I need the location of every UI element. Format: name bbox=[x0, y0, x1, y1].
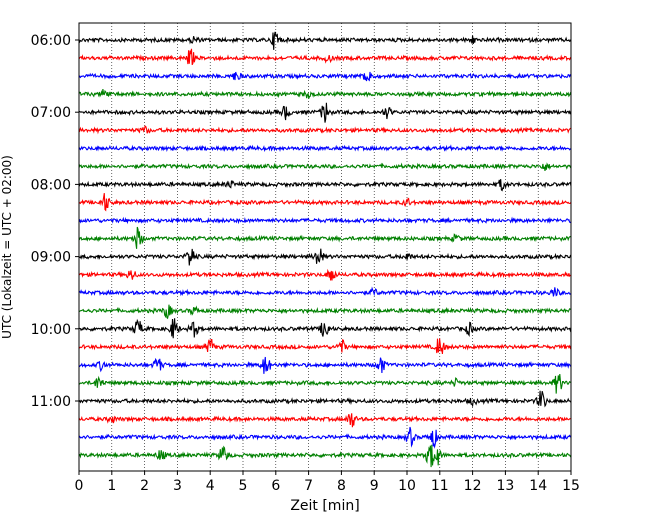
y-tick-label: 10:00 bbox=[31, 322, 71, 338]
traces bbox=[78, 31, 572, 468]
trace-11:00 bbox=[78, 390, 572, 408]
y-axis: 06:00 07:00 08:00 09:00 10:00 11:00 bbox=[31, 33, 79, 410]
y-axis-label: UTC (Lokalzeit = UTC + 02:00) bbox=[0, 155, 14, 339]
trace-10:45 bbox=[78, 374, 572, 394]
x-tick-label: 3 bbox=[173, 478, 182, 494]
trace-07:15 bbox=[78, 125, 572, 135]
trace-06:15 bbox=[78, 48, 572, 66]
x-tick-label: 8 bbox=[337, 478, 346, 494]
x-tick-label: 0 bbox=[75, 478, 84, 494]
x-axis-label: Zeit [min] bbox=[290, 498, 359, 514]
x-tick-label: 7 bbox=[304, 478, 313, 494]
x-axis: 0 1 2 3 4 5 6 7 8 9 10 11 12 13 14 15 bbox=[75, 471, 580, 494]
trace-08:00 bbox=[78, 179, 572, 192]
trace-08:45 bbox=[78, 226, 572, 249]
x-tick-label: 14 bbox=[529, 478, 547, 494]
trace-07:30 bbox=[78, 144, 572, 153]
trace-10:15 bbox=[78, 338, 572, 355]
x-tick-label: 15 bbox=[562, 478, 580, 494]
trace-07:45 bbox=[78, 162, 572, 171]
trace-10:00 bbox=[78, 318, 572, 339]
trace-09:15 bbox=[78, 268, 572, 281]
trace-06:00 bbox=[78, 31, 572, 50]
x-tick-label: 5 bbox=[239, 478, 248, 494]
x-tick-label: 13 bbox=[496, 478, 514, 494]
x-tick-label: 1 bbox=[107, 478, 116, 494]
x-tick-label: 11 bbox=[431, 478, 449, 494]
y-tick-label: 09:00 bbox=[31, 250, 71, 266]
plot-frame bbox=[78, 22, 572, 472]
y-tick-label: 08:00 bbox=[31, 177, 71, 193]
x-tick-label: 9 bbox=[370, 478, 379, 494]
trace-11:30 bbox=[78, 426, 572, 449]
trace-09:30 bbox=[78, 286, 572, 297]
x-tick-label: 12 bbox=[464, 478, 482, 494]
x-tick-label: 2 bbox=[140, 478, 149, 494]
trace-11:15 bbox=[78, 413, 572, 428]
trace-06:45 bbox=[78, 89, 572, 99]
x-tick-label: 10 bbox=[398, 478, 416, 494]
trace-09:45 bbox=[78, 304, 572, 320]
x-tick-label: 6 bbox=[271, 478, 280, 494]
x-tick-label: 4 bbox=[206, 478, 215, 494]
y-tick-label: 07:00 bbox=[31, 105, 71, 121]
trace-08:30 bbox=[78, 216, 572, 225]
trace-11:45 bbox=[78, 444, 572, 468]
y-tick-label: 06:00 bbox=[31, 33, 71, 49]
trace-06:30 bbox=[78, 71, 572, 82]
trace-10:30 bbox=[78, 356, 572, 374]
trace-08:15 bbox=[78, 193, 572, 212]
trace-07:00 bbox=[78, 102, 572, 123]
trace-09:00 bbox=[78, 248, 572, 266]
y-tick-label: 11:00 bbox=[31, 394, 71, 410]
grid-lines bbox=[111, 23, 539, 471]
